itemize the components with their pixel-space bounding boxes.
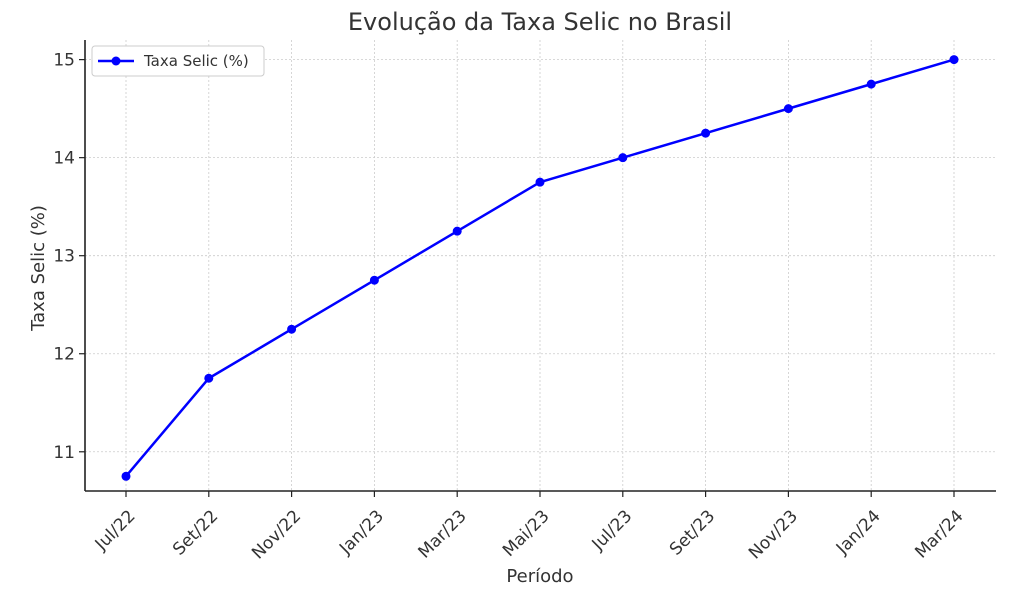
axes-layer — [84, 40, 996, 492]
x-tick-label: Nov/23 — [745, 506, 802, 563]
data-point — [949, 55, 959, 65]
data-point — [535, 177, 545, 187]
data-point — [618, 153, 628, 163]
legend-entry-label: Taxa Selic (%) — [143, 52, 249, 70]
x-tick-label: Mai/23 — [499, 506, 554, 561]
x-tick-label: Mar/24 — [911, 506, 967, 562]
grid-layer — [85, 40, 996, 491]
y-tick-label: 13 — [53, 247, 75, 267]
series-layer — [121, 55, 959, 481]
x-tick-label: Mar/23 — [415, 506, 471, 562]
data-point — [121, 471, 131, 481]
data-point — [204, 373, 214, 383]
x-tick-label: Jul/22 — [91, 506, 140, 555]
x-tick-layer: Jul/22 Set/22 Nov/22 Jan/23 Mar/23 Mai/23 Jul/… — [91, 491, 968, 563]
x-tick-label: Set/23 — [666, 506, 719, 559]
x-tick-label: Jul/23 — [588, 506, 637, 555]
chart-title: Evolução da Taxa Selic no Brasil — [348, 8, 732, 36]
data-point — [783, 104, 793, 114]
x-tick-label: Jan/23 — [335, 506, 388, 559]
legend-box — [91, 45, 265, 77]
x-tick-label: Jan/24 — [832, 506, 885, 559]
data-point — [369, 275, 379, 285]
x-tick-label: Nov/22 — [248, 506, 305, 563]
y-tick-label: 11 — [53, 443, 75, 463]
x-tick-label: Set/22 — [169, 506, 222, 559]
y-tick-label: 12 — [53, 345, 75, 365]
y-tick-layer: 11 12 13 14 15 — [53, 51, 85, 463]
x-axis-label: Período — [506, 566, 573, 587]
y-tick-label: 14 — [53, 149, 75, 169]
data-point — [287, 324, 297, 334]
legend: Taxa Selic (%) — [91, 45, 265, 77]
data-point — [452, 226, 462, 236]
data-point — [701, 128, 711, 138]
y-axis-label: Taxa Selic (%) — [28, 205, 49, 332]
y-tick-label: 15 — [53, 51, 75, 71]
data-point — [866, 79, 876, 89]
legend-marker-swatch — [111, 56, 121, 66]
